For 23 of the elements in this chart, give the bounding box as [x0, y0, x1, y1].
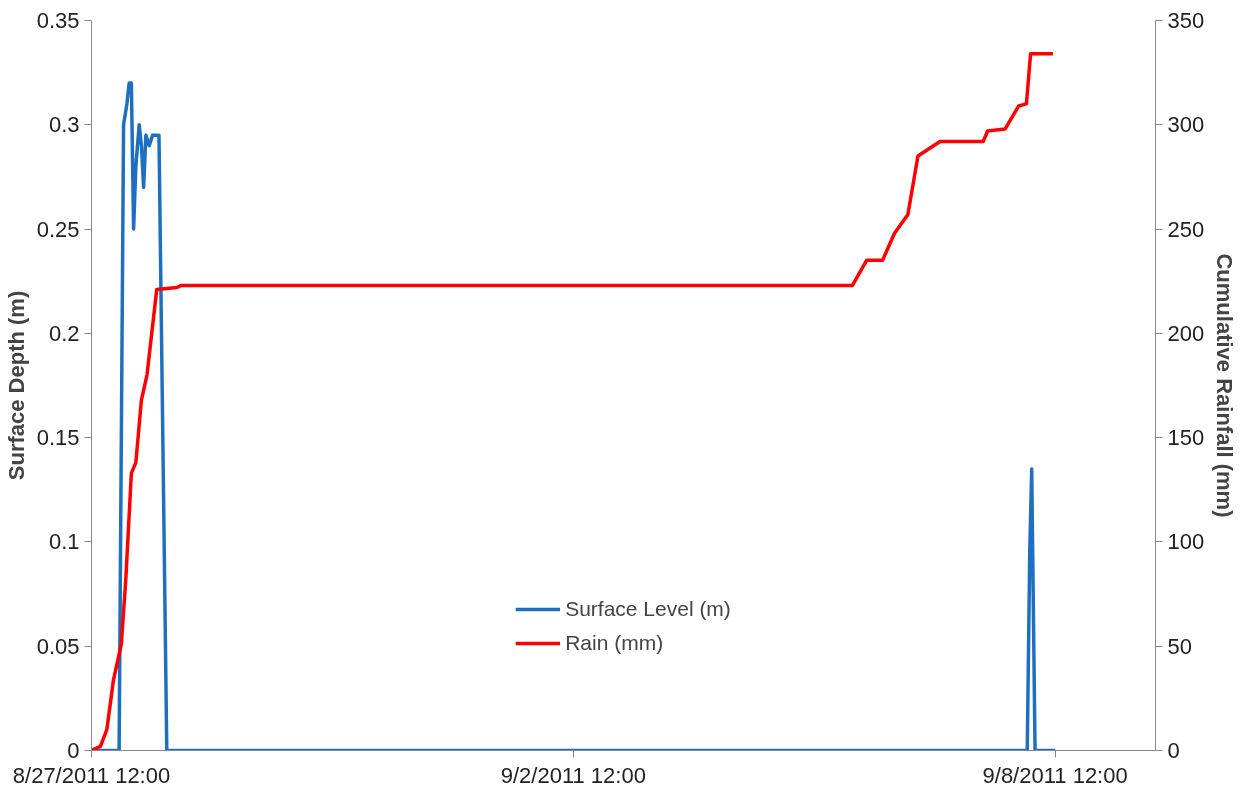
y2-tick-label: 200 [1167, 320, 1205, 346]
y-tick-label: 0.3 [48, 112, 80, 138]
x-tick-label: 8/27/2011 12:00 [12, 762, 171, 788]
y2-tick-label: 50 [1167, 633, 1192, 659]
y2-tick-label: 100 [1167, 529, 1205, 555]
y2-tick-label: 350 [1167, 8, 1205, 33]
x-tick-label: 9/8/2011 12:00 [982, 762, 1128, 788]
legend-label: Rain (mm) [565, 631, 664, 655]
y2-axis-title: Cumulative Rainfall (mm) [1212, 253, 1238, 518]
y-tick-label: 0.1 [48, 529, 80, 555]
y-tick-label: 0.15 [36, 425, 80, 451]
y-tick-label: 0.35 [36, 8, 80, 33]
y-tick-label: 0.25 [36, 216, 80, 242]
y2-tick-label: 250 [1167, 216, 1205, 242]
y-tick-label: 0.2 [48, 320, 80, 346]
y2-tick-label: 300 [1167, 112, 1205, 138]
x-tick-label: 9/2/2011 12:00 [500, 762, 646, 788]
y2-tick-label: 0 [1167, 738, 1180, 763]
y-axis-title: Surface Depth (m) [3, 290, 29, 481]
y-tick-label: 0.05 [36, 633, 80, 659]
y2-tick-label: 150 [1167, 425, 1205, 451]
y-tick-label: 0 [67, 738, 80, 763]
legend-label: Surface Level (m) [565, 597, 731, 621]
